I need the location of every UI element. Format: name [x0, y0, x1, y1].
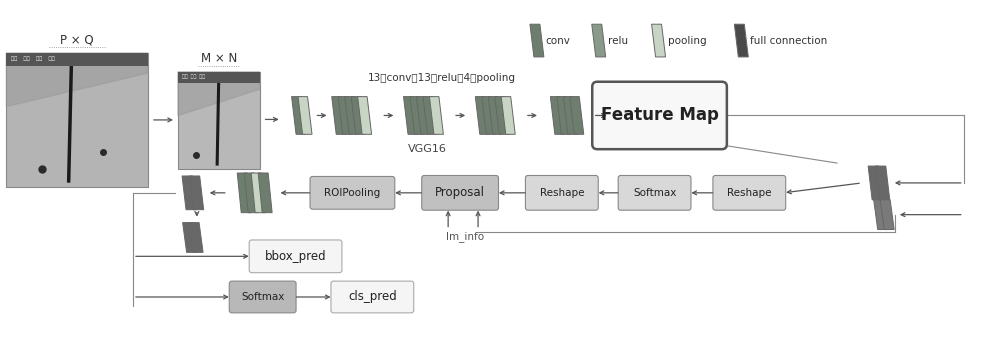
- Polygon shape: [338, 97, 352, 134]
- Text: M × N: M × N: [201, 52, 237, 65]
- Polygon shape: [345, 97, 359, 134]
- Polygon shape: [592, 24, 606, 57]
- Polygon shape: [189, 176, 204, 210]
- Polygon shape: [183, 223, 197, 252]
- Polygon shape: [332, 97, 346, 134]
- Polygon shape: [570, 97, 584, 134]
- Text: ROIPooling: ROIPooling: [324, 188, 381, 198]
- Text: 13个conv，13个relu，4个pooling: 13个conv，13个relu，4个pooling: [368, 73, 516, 83]
- Polygon shape: [244, 173, 258, 213]
- Bar: [6, 53, 148, 187]
- Polygon shape: [416, 97, 430, 134]
- Polygon shape: [298, 97, 312, 134]
- Bar: [178, 72, 260, 83]
- Polygon shape: [880, 200, 894, 229]
- Polygon shape: [189, 223, 203, 252]
- Polygon shape: [258, 173, 272, 213]
- Polygon shape: [557, 97, 571, 134]
- Text: pooling: pooling: [668, 36, 706, 46]
- Polygon shape: [475, 97, 489, 134]
- Polygon shape: [404, 97, 417, 134]
- FancyBboxPatch shape: [592, 82, 727, 149]
- Text: VGG16: VGG16: [408, 144, 447, 154]
- Polygon shape: [495, 97, 509, 134]
- Text: bbox_pred: bbox_pred: [265, 250, 326, 263]
- Polygon shape: [410, 97, 424, 134]
- Polygon shape: [251, 173, 265, 213]
- Polygon shape: [292, 97, 306, 134]
- Text: full connection: full connection: [750, 36, 828, 46]
- Polygon shape: [652, 24, 666, 57]
- Polygon shape: [874, 200, 888, 229]
- Polygon shape: [550, 97, 564, 134]
- Polygon shape: [351, 97, 365, 134]
- Polygon shape: [237, 173, 251, 213]
- Polygon shape: [501, 97, 515, 134]
- Polygon shape: [429, 97, 443, 134]
- Text: Im_info: Im_info: [446, 231, 484, 243]
- FancyBboxPatch shape: [422, 176, 499, 210]
- Polygon shape: [358, 97, 372, 134]
- Text: cls_pred: cls_pred: [348, 290, 397, 304]
- Polygon shape: [868, 166, 883, 200]
- Text: Reshape: Reshape: [727, 188, 772, 198]
- FancyBboxPatch shape: [229, 281, 296, 313]
- Polygon shape: [182, 176, 196, 210]
- Text: 图像  时间  标尺  水位: 图像 时间 标尺 水位: [11, 56, 55, 61]
- Text: Reshape: Reshape: [540, 188, 584, 198]
- Polygon shape: [530, 24, 544, 57]
- FancyBboxPatch shape: [713, 176, 786, 210]
- Polygon shape: [488, 97, 502, 134]
- Polygon shape: [178, 72, 260, 116]
- Text: Softmax: Softmax: [241, 292, 284, 302]
- Text: conv: conv: [546, 36, 571, 46]
- FancyBboxPatch shape: [618, 176, 691, 210]
- Text: relu: relu: [608, 36, 628, 46]
- Text: Proposal: Proposal: [435, 186, 485, 199]
- Text: 图像 时间 标尺: 图像 时间 标尺: [182, 74, 205, 79]
- Text: Feature Map: Feature Map: [601, 107, 718, 125]
- Polygon shape: [734, 24, 748, 57]
- FancyBboxPatch shape: [249, 240, 342, 273]
- Bar: [178, 72, 260, 169]
- Text: P × Q: P × Q: [60, 33, 94, 46]
- Polygon shape: [875, 166, 890, 200]
- FancyBboxPatch shape: [331, 281, 414, 313]
- Polygon shape: [6, 53, 148, 107]
- Bar: [6, 53, 148, 66]
- Polygon shape: [563, 97, 577, 134]
- Polygon shape: [423, 97, 437, 134]
- Polygon shape: [482, 97, 496, 134]
- FancyBboxPatch shape: [525, 176, 598, 210]
- FancyBboxPatch shape: [310, 177, 395, 209]
- Text: Softmax: Softmax: [633, 188, 676, 198]
